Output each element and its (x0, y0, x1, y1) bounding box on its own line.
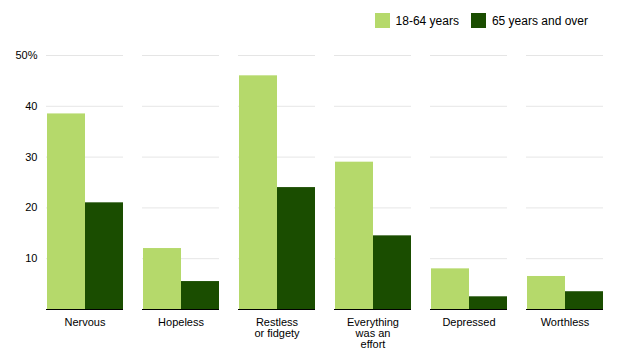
svg-text:10: 10 (25, 252, 37, 264)
svg-text:Hopeless: Hopeless (158, 316, 204, 328)
svg-text:Worthless: Worthless (541, 316, 590, 328)
svg-text:Restlessor fidgety: Restlessor fidgety (254, 316, 300, 339)
svg-text:50%: 50% (15, 49, 37, 61)
html-text:65 years and over: 65 years and over (491, 13, 588, 28)
html-text:18-64 years: 18-64 years (395, 13, 459, 28)
svg-text:20: 20 (25, 201, 37, 213)
svg-text:Nervous: Nervous (65, 316, 106, 328)
svg-text:Depressed: Depressed (442, 316, 495, 328)
svg-text:40: 40 (25, 100, 37, 112)
svg-text:Everythingwas aneffort: Everythingwas aneffort (347, 316, 399, 349)
svg-text:30: 30 (25, 151, 37, 163)
